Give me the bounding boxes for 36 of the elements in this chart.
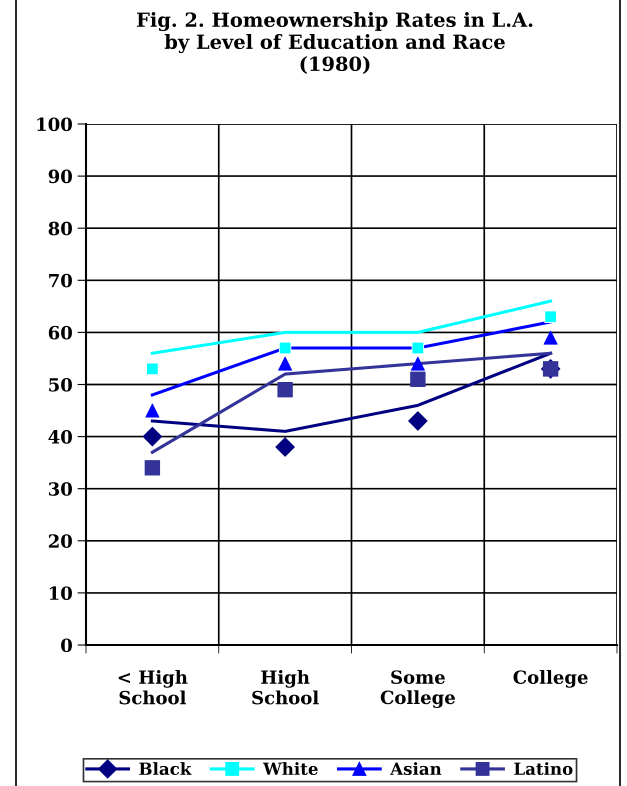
y-tick-label: 80	[48, 222, 72, 236]
point	[408, 411, 428, 431]
x-tick-label: High School	[252, 670, 319, 704]
point	[277, 382, 293, 398]
y-tick-label: 0	[61, 638, 72, 652]
legend-label: Latino	[514, 762, 573, 776]
legend-label: Black	[139, 762, 192, 776]
x-tick-label: College	[514, 670, 588, 688]
point	[146, 362, 159, 376]
point	[144, 460, 160, 476]
point	[410, 356, 425, 371]
x-tick-label: Some College	[380, 670, 455, 708]
y-tick-label: 30	[48, 482, 72, 496]
y-tick-label: 60	[48, 326, 72, 340]
point	[544, 330, 558, 345]
y-tick-label: 70	[49, 274, 72, 288]
point	[278, 342, 292, 354]
point	[275, 437, 295, 457]
point	[278, 356, 292, 371]
legend-label: White	[262, 762, 318, 776]
point	[410, 372, 426, 387]
chart-title: Fig. 2. Homeownership Rates in L.A. by Level of Education and Race (1980)	[136, 12, 532, 74]
y-tick-label: 100	[37, 117, 72, 132]
y-tick-label: 10	[50, 586, 72, 600]
x-tick-label: < High School	[118, 670, 188, 704]
point	[544, 310, 557, 323]
line-series	[150, 352, 552, 454]
point	[145, 404, 160, 418]
line-series	[150, 352, 552, 433]
legend-label: Asian	[390, 762, 442, 776]
y-tick-label: 40	[48, 430, 72, 444]
y-tick-label: 20	[48, 534, 72, 548]
point	[412, 342, 424, 354]
point	[142, 426, 162, 446]
y-tick-label: 50	[49, 378, 72, 392]
y-tick-label: 90	[48, 170, 72, 184]
